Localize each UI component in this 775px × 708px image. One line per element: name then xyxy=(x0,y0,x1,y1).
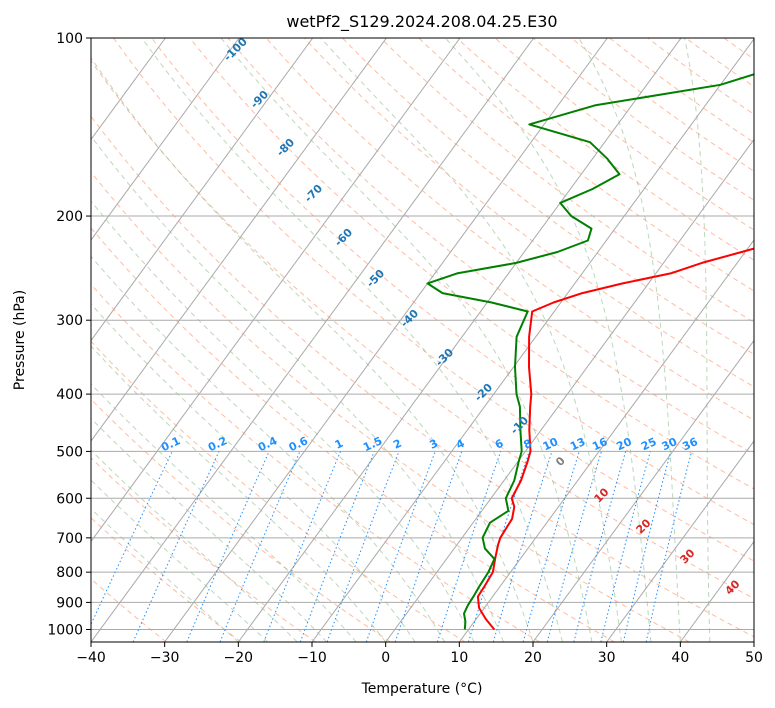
moist-adiabat-line xyxy=(91,135,504,642)
moist-adiabat-line xyxy=(91,200,475,642)
y-tick-label: 700 xyxy=(56,531,83,547)
chart-series xyxy=(426,73,754,631)
dry-adiabat-line xyxy=(227,38,754,455)
mixing-ratio-line xyxy=(186,451,270,642)
mixing-ratio-line xyxy=(219,451,301,642)
isotherm-line xyxy=(91,38,535,642)
x-axis-label: Temperature (°C) xyxy=(361,681,483,697)
temperature-profile xyxy=(476,247,754,631)
mixing-ratio-line xyxy=(622,451,672,642)
isotherm-line xyxy=(311,38,754,642)
y-tick-label: 800 xyxy=(56,565,83,581)
x-tick-label: 50 xyxy=(745,650,763,666)
dry-adiabat-line xyxy=(532,38,754,201)
moist-adiabat-line xyxy=(91,449,298,642)
dry-adiabat-line xyxy=(91,283,541,642)
isotherm-line xyxy=(164,38,608,642)
dry-adiabat-line xyxy=(91,171,690,642)
mixing-ratio-line xyxy=(132,451,220,642)
isotherm-line xyxy=(91,38,240,241)
dry-adiabat-line xyxy=(265,38,754,421)
mixing-ratio-line xyxy=(546,451,602,642)
x-axis: −40 −30 −20 −10 0 10 20 30 40 50 xyxy=(76,642,763,666)
dry-adiabat-line xyxy=(91,457,316,642)
mixing-ratio-label: 30 xyxy=(660,435,680,453)
mixing-ratio-line xyxy=(645,451,693,642)
mixing-ratio-label: 25 xyxy=(639,435,658,453)
y-tick-label: 600 xyxy=(56,491,83,507)
isotherm-line xyxy=(532,339,754,642)
mixing-ratio-line xyxy=(263,451,341,642)
x-tick-label: −20 xyxy=(224,650,254,666)
y-axis: 100 200 300 400 500 600 700 800 900 1000 xyxy=(47,31,91,638)
mixing-ratio-label: 10 xyxy=(541,435,561,453)
mixing-ratio-line xyxy=(326,451,400,642)
moist-adiabat-line xyxy=(578,38,681,642)
y-tick-label: 1000 xyxy=(47,622,83,638)
mixing-ratio-line xyxy=(468,451,530,642)
mixing-ratio-line xyxy=(522,451,580,642)
x-tick-label: 20 xyxy=(524,650,542,666)
mixing-ratio-line xyxy=(492,451,553,642)
chart-title: wetPf2_S129.2024.208.04.25.E30 xyxy=(286,12,557,32)
x-tick-label: −30 xyxy=(150,650,180,666)
y-axis-label: Pressure (hPa) xyxy=(12,290,28,390)
mixing-ratio-line xyxy=(394,451,463,642)
moist-adiabat-line xyxy=(91,345,387,642)
dry-adiabat-line xyxy=(342,38,754,355)
dry-adiabat-line xyxy=(113,38,754,562)
dry-adiabat-line xyxy=(571,38,754,172)
y-tick-label: 100 xyxy=(56,31,83,47)
moist-adiabat-line xyxy=(444,38,652,642)
dry-adiabat-line xyxy=(91,398,391,642)
dry-adiabat-line xyxy=(303,38,754,388)
x-tick-label: 40 xyxy=(671,650,689,666)
moist-adiabat-line xyxy=(91,303,416,642)
y-tick-label: 400 xyxy=(56,387,83,403)
x-tick-label: 30 xyxy=(598,650,616,666)
x-tick-label: 0 xyxy=(381,650,390,666)
x-tick-label: −10 xyxy=(297,650,327,666)
mixing-ratio-line xyxy=(573,451,627,642)
chart-line-labels: -100-90-80-70-60-50-40-30-20-100.1 0.2 0.4… xyxy=(159,35,743,598)
x-tick-label: 10 xyxy=(450,650,468,666)
moist-adiabat-line xyxy=(91,383,357,642)
y-tick-label: 900 xyxy=(56,595,83,611)
dry-adiabat-line xyxy=(151,38,754,526)
dry-adiabat-line xyxy=(609,38,754,144)
plot-frame xyxy=(90,37,755,643)
mixing-ratio-line xyxy=(436,451,502,642)
mixing-ratio-line xyxy=(365,451,436,642)
y-tick-label: 500 xyxy=(56,444,83,460)
mixing-ratio-line xyxy=(600,451,651,642)
isotherm-line xyxy=(385,138,754,642)
isotherm-line xyxy=(91,38,166,141)
moist-adiabat-line xyxy=(320,38,622,642)
moist-adiabat-line xyxy=(91,255,446,642)
dewpoint-profile xyxy=(426,73,754,630)
dry-adiabat-line xyxy=(91,115,754,638)
moist-adiabat-line xyxy=(684,38,711,642)
isotherm-line xyxy=(237,38,682,642)
mixing-ratio-label: 36 xyxy=(680,435,700,453)
mixing-ratio-label: 13 xyxy=(568,435,587,453)
dry-adiabat-line xyxy=(380,38,754,323)
moist-adiabat-line xyxy=(91,479,269,642)
mixing-ratio-line xyxy=(299,451,375,642)
moist-adiabat-line xyxy=(91,56,534,642)
moist-adiabat-line xyxy=(91,508,239,642)
isotherm-line xyxy=(91,38,387,442)
moist-adiabat-line xyxy=(91,417,328,642)
dry-adiabat-line xyxy=(418,38,754,292)
mixing-ratio-label: 20 xyxy=(614,435,634,453)
x-tick-label: −40 xyxy=(76,650,106,666)
y-tick-label: 300 xyxy=(56,313,83,329)
dry-adiabat-line xyxy=(91,227,615,642)
y-tick-label: 200 xyxy=(56,209,83,225)
isotherm-line xyxy=(458,239,754,642)
mixing-ratio-label: 16 xyxy=(590,435,610,453)
isotherm-line xyxy=(606,440,754,642)
